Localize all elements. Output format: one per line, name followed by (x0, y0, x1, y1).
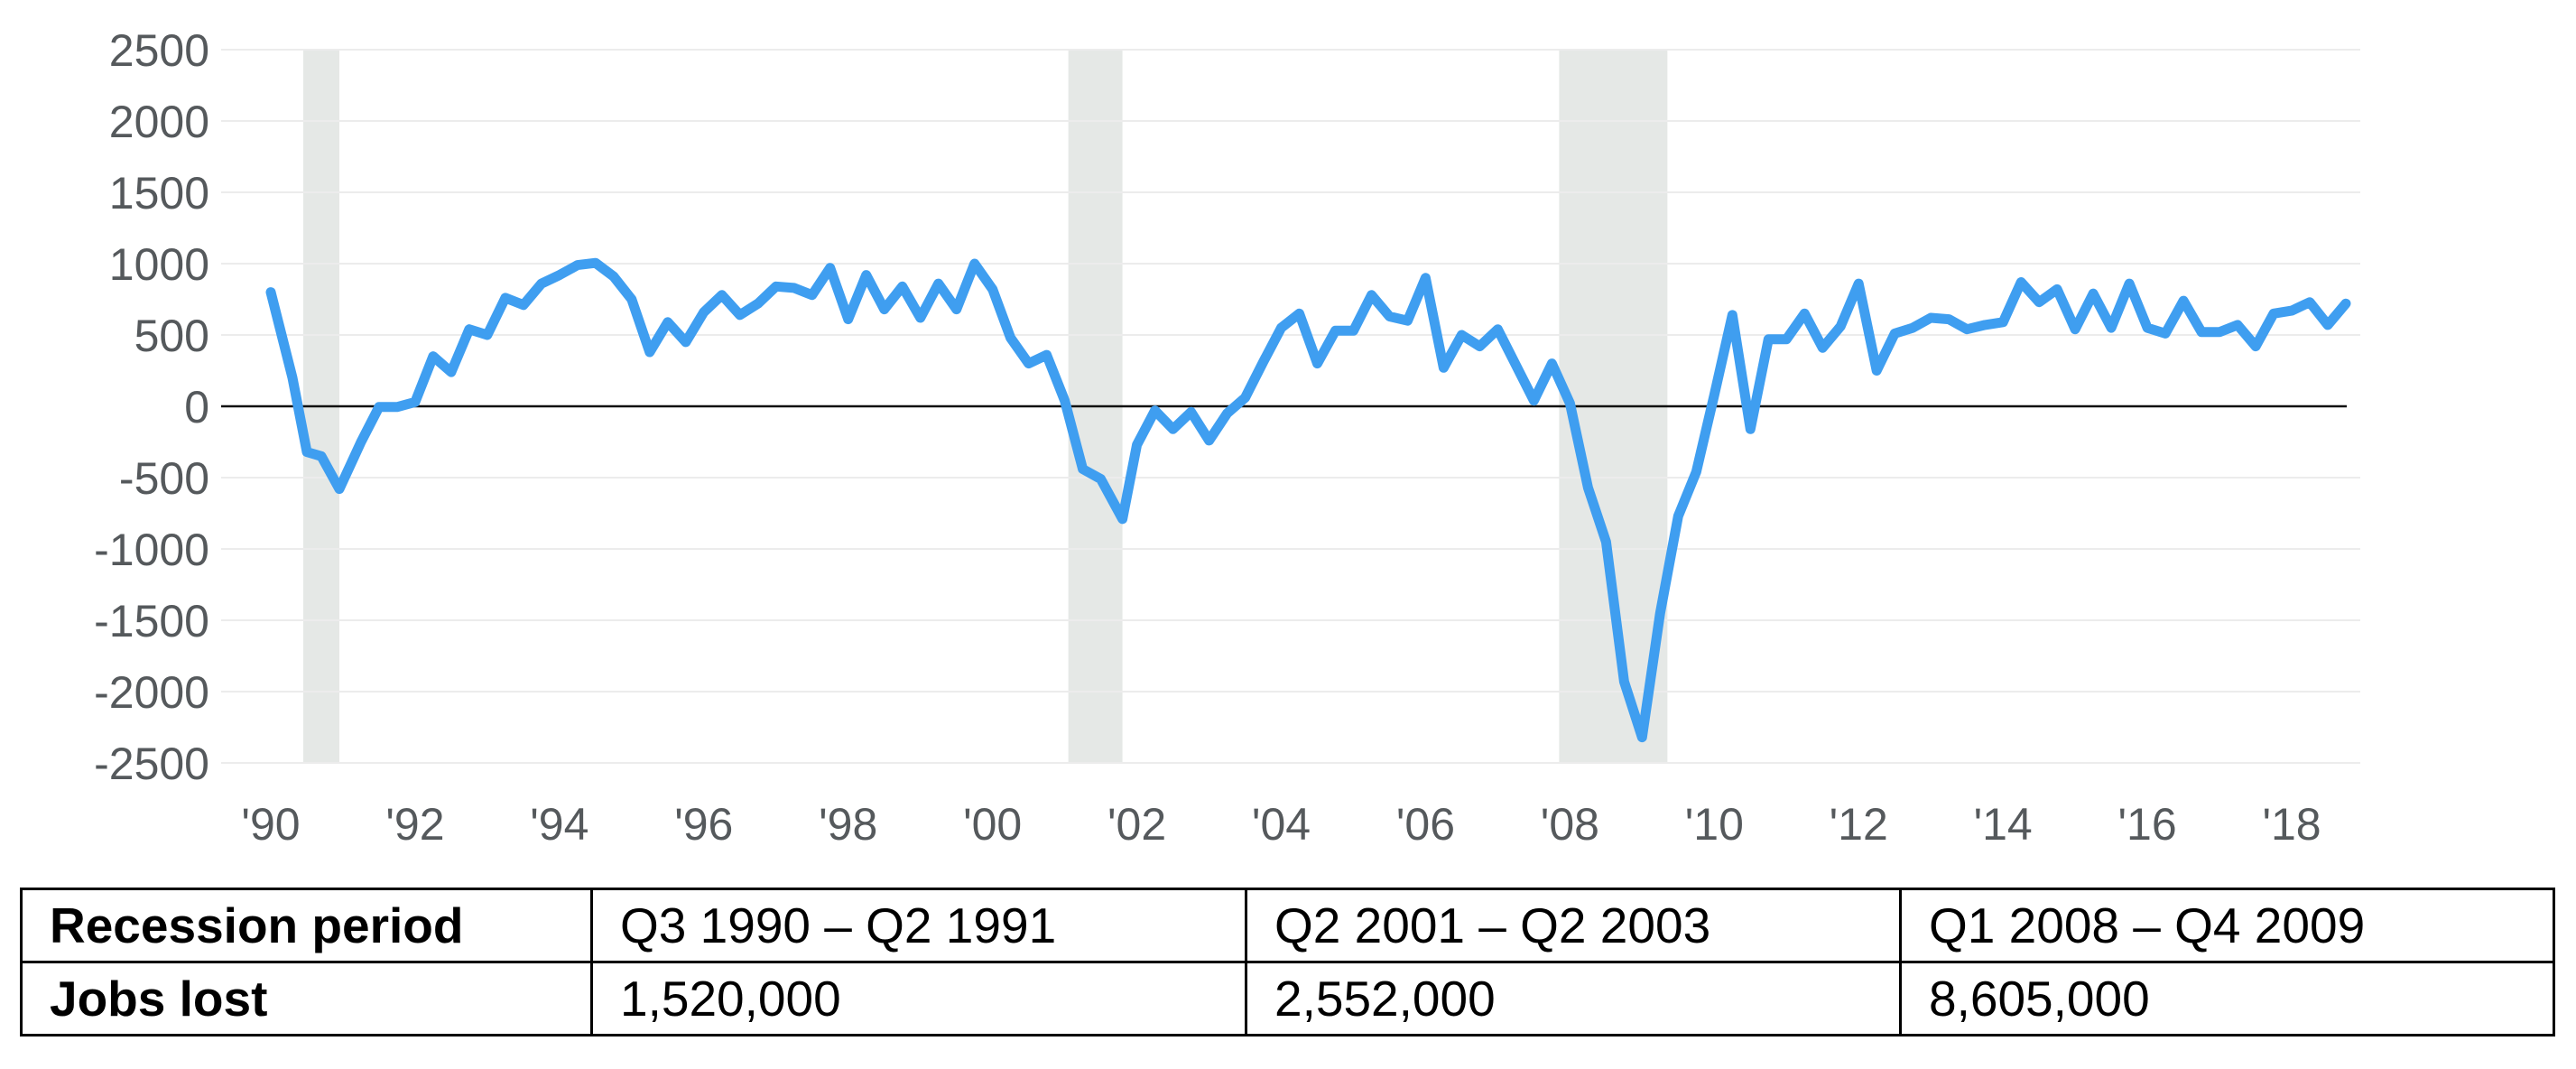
y-tick-label: -1500 (94, 596, 209, 646)
jobs-lost-header: Jobs lost (20, 961, 593, 1036)
x-tick-label: '92 (385, 799, 444, 850)
x-tick-label: '02 (1107, 799, 1166, 850)
table-cell: Q3 1990 – Q2 1991 (590, 888, 1247, 963)
table-cell: 8,605,000 (1899, 961, 2555, 1036)
x-tick-label: '04 (1252, 799, 1311, 850)
x-tick-label: '00 (963, 799, 1022, 850)
y-tick-label: 0 (184, 382, 209, 432)
x-tick-label: '96 (674, 799, 733, 850)
y-tick-label: -1000 (94, 525, 209, 575)
table-cell: 2,552,000 (1245, 961, 1902, 1036)
table-row: Jobs lost 1,520,000 2,552,000 8,605,000 (20, 961, 2555, 1036)
table-row: Recession period Q3 1990 – Q2 1991 Q2 20… (20, 888, 2555, 963)
x-tick-label: '14 (1974, 799, 2033, 850)
x-tick-label: '90 (241, 799, 300, 850)
recession-table: Recession period Q3 1990 – Q2 1991 Q2 20… (20, 888, 2555, 1036)
y-axis-tick-labels: 2500 2000 1500 1000 500 0 -500 -1000 -1500 -2000 -… (94, 25, 209, 789)
y-tick-label: 2500 (109, 25, 209, 76)
series-line (265, 257, 2351, 743)
x-tick-label: '16 (2118, 799, 2177, 850)
job-change-line-chart: 2500 2000 1500 1000 500 0 -500 -1000 -1500 -2000 -… (94, 25, 2360, 850)
y-tick-label: -2000 (94, 667, 209, 718)
x-tick-label: '06 (1396, 799, 1455, 850)
x-axis-tick-labels: '90 '92 '94 '96 '98 '00 '02 '04 '06 '08 '10 '12 '14 '… (241, 799, 2321, 850)
y-tick-label: 1000 (109, 239, 209, 290)
y-tick-label: 1500 (109, 168, 209, 218)
y-tick-label: -500 (119, 453, 209, 504)
x-tick-label: '10 (1685, 799, 1744, 850)
table-cell: 1,520,000 (590, 961, 1247, 1036)
x-tick-label: '18 (2262, 799, 2321, 850)
x-tick-label: '08 (1541, 799, 1599, 850)
gridlines (221, 49, 2360, 764)
recession-period-header: Recession period (20, 888, 593, 963)
x-tick-label: '98 (819, 799, 877, 850)
table-cell: Q2 2001 – Q2 2003 (1245, 888, 1902, 963)
y-tick-label: -2500 (94, 739, 209, 789)
series-line-layer (265, 257, 2351, 743)
table-cell: Q1 2008 – Q4 2009 (1899, 888, 2555, 963)
x-tick-label: '12 (1830, 799, 1888, 850)
y-tick-label: 500 (134, 311, 209, 361)
x-tick-label: '94 (530, 799, 588, 850)
y-tick-label: 2000 (109, 97, 209, 147)
